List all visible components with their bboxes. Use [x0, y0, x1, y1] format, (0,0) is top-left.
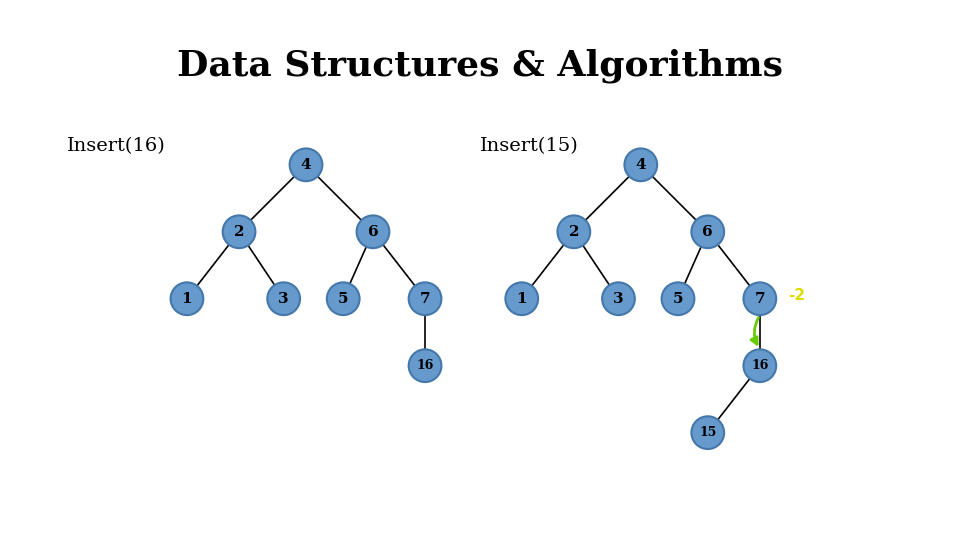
Text: 5: 5 [338, 292, 348, 306]
Circle shape [290, 148, 323, 181]
Text: 2: 2 [568, 225, 579, 239]
Circle shape [356, 215, 390, 248]
Circle shape [558, 215, 590, 248]
Circle shape [624, 148, 658, 181]
Text: 3: 3 [278, 292, 289, 306]
FancyArrowPatch shape [751, 318, 758, 344]
Circle shape [743, 282, 777, 315]
Text: 1: 1 [516, 292, 527, 306]
Text: 16: 16 [417, 359, 434, 372]
Text: 3: 3 [613, 292, 624, 306]
Text: Insert(16): Insert(16) [67, 137, 166, 155]
Text: 7: 7 [755, 292, 765, 306]
Circle shape [505, 282, 539, 315]
Text: 7: 7 [420, 292, 430, 306]
Text: 4: 4 [636, 158, 646, 172]
Text: Data Structures & Algorithms: Data Structures & Algorithms [177, 49, 783, 83]
Text: 15: 15 [699, 426, 716, 439]
Text: -2: -2 [788, 287, 805, 302]
Circle shape [691, 215, 724, 248]
Text: 2: 2 [234, 225, 244, 239]
Circle shape [602, 282, 635, 315]
Text: Insert(15): Insert(15) [480, 137, 579, 155]
Circle shape [409, 349, 442, 382]
Text: 1: 1 [181, 292, 192, 306]
Text: 4: 4 [300, 158, 311, 172]
Circle shape [267, 282, 300, 315]
Text: 5: 5 [673, 292, 684, 306]
Circle shape [661, 282, 694, 315]
Circle shape [409, 282, 442, 315]
Text: 16: 16 [751, 359, 769, 372]
Text: 6: 6 [368, 225, 378, 239]
Circle shape [171, 282, 204, 315]
Circle shape [326, 282, 360, 315]
Text: 6: 6 [703, 225, 713, 239]
Circle shape [223, 215, 255, 248]
Circle shape [691, 416, 724, 449]
Circle shape [743, 349, 777, 382]
